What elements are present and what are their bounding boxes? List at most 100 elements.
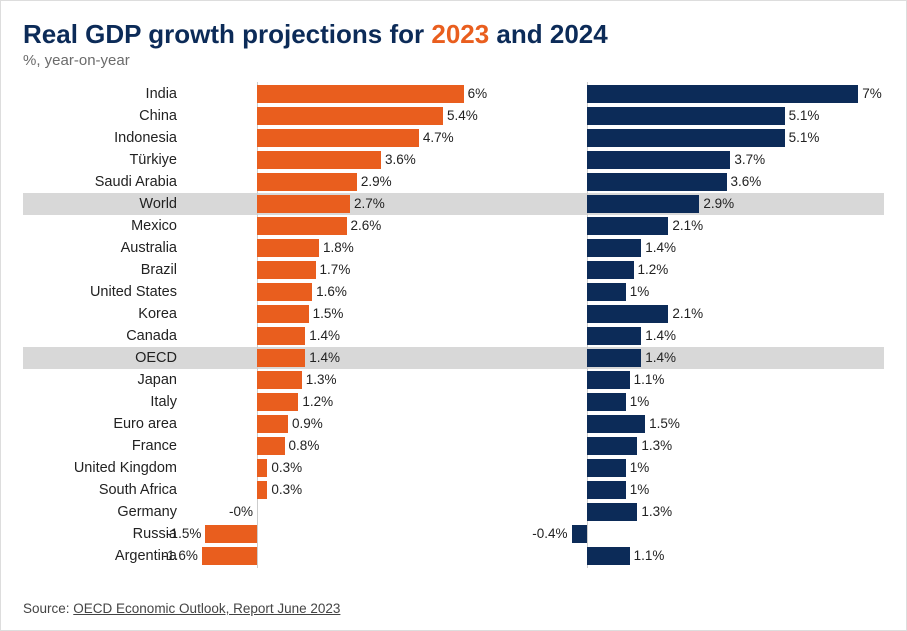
- country-label: India: [23, 83, 183, 105]
- panel-2024: 1.2%: [553, 259, 863, 281]
- value-label-2024: 1%: [630, 457, 650, 479]
- value-label-2023: -0%: [229, 501, 253, 523]
- table-row: Germany-0%1.3%: [23, 501, 884, 523]
- value-label-2024: 3.6%: [731, 171, 762, 193]
- bar-2024: [587, 437, 637, 455]
- bar-2023: [257, 437, 285, 455]
- bar-2023: [257, 151, 381, 169]
- bar-2024: [587, 481, 626, 499]
- value-label-2024: 1%: [630, 281, 650, 303]
- value-label-2023: 1.4%: [309, 325, 340, 347]
- axis-line: [257, 522, 258, 546]
- table-row: Argentina-1.6%1.1%: [23, 545, 884, 567]
- axis-line: [257, 500, 258, 524]
- bar-2024: [587, 261, 634, 279]
- country-label: Germany: [23, 501, 183, 523]
- country-label: World: [23, 193, 183, 215]
- panel-2023: 2.7%: [188, 193, 498, 215]
- bar-2023: [257, 393, 298, 411]
- country-label: Korea: [23, 303, 183, 325]
- country-label: Indonesia: [23, 127, 183, 149]
- panel-2024: 2.9%: [553, 193, 863, 215]
- panel-2023: 2.9%: [188, 171, 498, 193]
- country-label: China: [23, 105, 183, 127]
- table-row: World 2.7% 2.9%: [23, 193, 884, 215]
- country-label: France: [23, 435, 183, 457]
- panel-2024: 1.1%: [553, 369, 863, 391]
- value-label-2023: 0.3%: [271, 457, 302, 479]
- panel-2023: 1.4%: [188, 325, 498, 347]
- value-label-2024: 1.4%: [645, 237, 676, 259]
- bar-2024: [587, 371, 630, 389]
- bar-2024: [587, 195, 699, 213]
- table-row: China5.4%5.1%: [23, 105, 884, 127]
- value-label-2024: 1.4%: [645, 347, 676, 369]
- table-row: Russia-1.5%-0.4%: [23, 523, 884, 545]
- source-link[interactable]: OECD Economic Outlook, Report June 2023: [73, 601, 340, 616]
- country-label: United Kingdom: [23, 457, 183, 479]
- panel-2024: 5.1%: [553, 105, 863, 127]
- panel-2023: 0.3%: [188, 457, 498, 479]
- bar-2023: [257, 327, 305, 345]
- panel-2024: 3.7%: [553, 149, 863, 171]
- panel-2024: 1%: [553, 457, 863, 479]
- table-row: Japan 1.3% 1.1%: [23, 369, 884, 391]
- value-label-2024: 1.5%: [649, 413, 680, 435]
- value-label-2024: 1.3%: [641, 435, 672, 457]
- value-label-2023: 1.4%: [309, 347, 340, 369]
- value-label-2024: 7%: [862, 83, 882, 105]
- table-row: France0.8%1.3%: [23, 435, 884, 457]
- country-label: Brazil: [23, 259, 183, 281]
- chart-plot-area: India6%7%China5.4%5.1%Indonesia4.7% 5.1% T…: [23, 83, 884, 567]
- bar-2024: [587, 217, 668, 235]
- bar-2024: [587, 151, 730, 169]
- panel-2023: 1.4%: [188, 347, 498, 369]
- value-label-2024: 5.1%: [789, 105, 820, 127]
- value-label-2023: 1.6%: [316, 281, 347, 303]
- panel-2023: 1.2%: [188, 391, 498, 413]
- chart-title: Real GDP growth projections for 2023 and…: [23, 19, 884, 50]
- value-label-2023: 2.7%: [354, 193, 385, 215]
- country-label: Canada: [23, 325, 183, 347]
- panel-2024: 1.5%: [553, 413, 863, 435]
- chart-subtitle: %, year-on-year: [23, 52, 884, 69]
- value-label-2024: 3.7%: [734, 149, 765, 171]
- bar-2023: [257, 261, 316, 279]
- title-mid: and: [489, 19, 550, 49]
- panel-2023: 1.6%: [188, 281, 498, 303]
- panel-2023: 0.3%: [188, 479, 498, 501]
- bar-2023: [257, 107, 443, 125]
- table-row: OECD1.4%1.4%: [23, 347, 884, 369]
- value-label-2023: 1.3%: [306, 369, 337, 391]
- panel-2024: 1%: [553, 479, 863, 501]
- panel-2024: 2.1%: [553, 215, 863, 237]
- bar-2023: [257, 305, 309, 323]
- bar-2023: [257, 129, 419, 147]
- panel-2023: -0%: [188, 501, 498, 523]
- panel-2024: 2.1%: [553, 303, 863, 325]
- panel-2023: 1.8%: [188, 237, 498, 259]
- value-label-2024: 1.1%: [634, 545, 665, 567]
- bar-2023: [257, 195, 350, 213]
- table-row: Canada1.4%1.4%: [23, 325, 884, 347]
- value-label-2024: 2.1%: [672, 215, 703, 237]
- bar-2023: [257, 217, 347, 235]
- table-row: Italy1.2%1%: [23, 391, 884, 413]
- panel-2023: 4.7%: [188, 127, 498, 149]
- country-label: Japan: [23, 369, 183, 391]
- value-label-2023: 2.9%: [361, 171, 392, 193]
- value-label-2023: 1.2%: [302, 391, 333, 413]
- table-row: Korea1.5% 2.1%: [23, 303, 884, 325]
- panel-2023: 1.3%: [188, 369, 498, 391]
- table-row: Türkiye3.6%3.7%: [23, 149, 884, 171]
- axis-line: [257, 544, 258, 568]
- country-label: Argentina: [23, 545, 183, 567]
- panel-2023: 1.5%: [188, 303, 498, 325]
- value-label-2024: 1%: [630, 391, 650, 413]
- table-row: India6%7%: [23, 83, 884, 105]
- bar-2024: [587, 85, 858, 103]
- bar-2024: [587, 239, 641, 257]
- country-label: Australia: [23, 237, 183, 259]
- panel-2024: -0.4%: [553, 523, 863, 545]
- bar-2023: [205, 525, 257, 543]
